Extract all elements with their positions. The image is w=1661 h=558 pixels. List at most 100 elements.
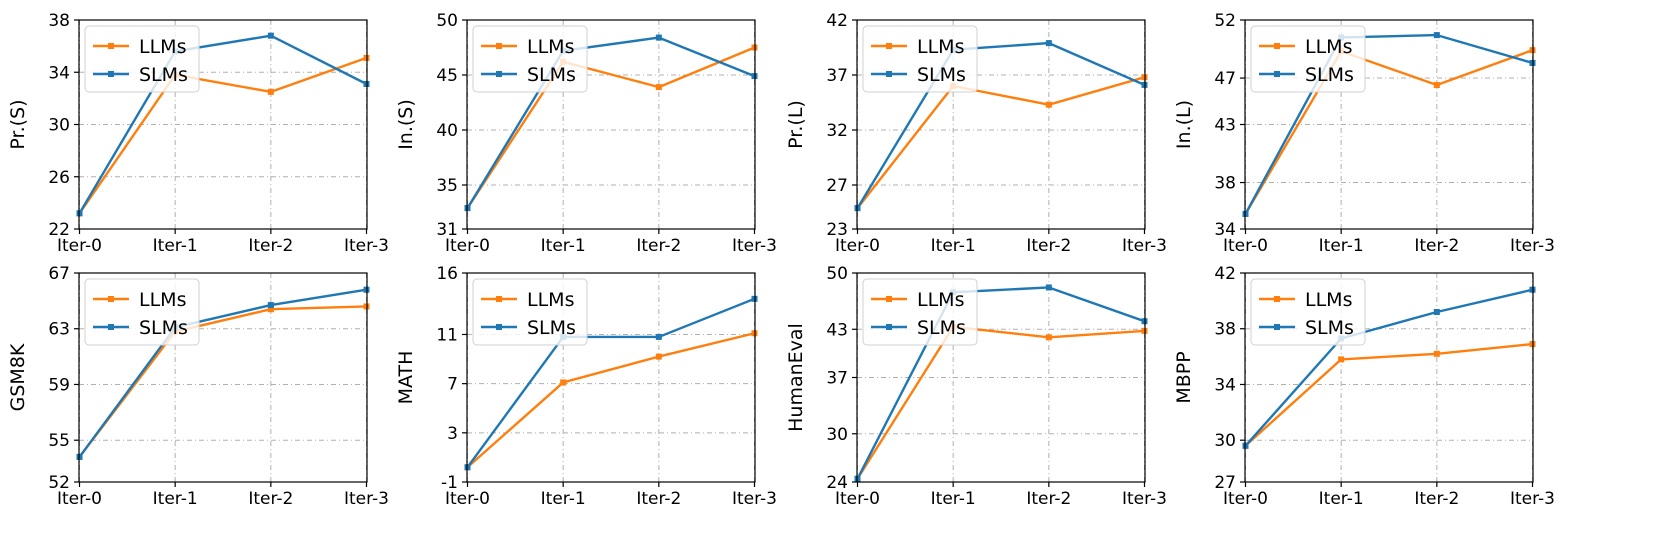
- legend-label-llms: LLMs: [917, 289, 964, 311]
- y-axis-label: In.(S): [395, 99, 417, 150]
- y-tick-label: 40: [436, 121, 458, 141]
- legend-marker-slms: [496, 71, 502, 77]
- legend-marker-llms: [886, 296, 892, 302]
- y-tick-label: 26: [48, 168, 70, 188]
- x-tick-label: Iter-2: [1026, 489, 1071, 509]
- x-tick-label: Iter-0: [835, 489, 880, 509]
- y-tick-label: 38: [1214, 320, 1236, 340]
- legend-marker-slms: [886, 71, 892, 77]
- x-tick-label: Iter-3: [1122, 236, 1167, 256]
- legend-marker-slms: [886, 324, 892, 330]
- legend-label-slms: SLMs: [917, 64, 966, 86]
- y-tick-label: 50: [826, 264, 848, 284]
- legend-label-llms: LLMs: [1305, 36, 1352, 58]
- legend: LLMs SLMs: [862, 278, 978, 346]
- y-tick-label: 30: [48, 116, 70, 136]
- y-tick-label: 55: [48, 431, 70, 451]
- legend-marker-llms: [496, 296, 502, 302]
- y-tick-label: 38: [1214, 174, 1236, 194]
- panel-gsm8k: Iter-0 Iter-1 Iter-2 Iter-3 52 55 59 63 67 GSM8K L…: [7, 264, 389, 509]
- data-point-llms: [1045, 334, 1052, 341]
- legend: LLMs SLMs: [1250, 278, 1366, 346]
- y-tick-label: 11: [436, 325, 458, 345]
- x-tick-label: Iter-0: [445, 236, 490, 256]
- y-tick-label: 27: [826, 176, 848, 196]
- series-line-llms: [1244, 342, 1533, 447]
- x-tick-label: Iter-0: [835, 236, 880, 256]
- panel-math: Iter-0 Iter-1 Iter-2 Iter-3 -1 3 7 11 16 MATH LLMs…: [395, 264, 777, 509]
- series-line-slms: [466, 297, 755, 468]
- legend-marker-llms: [1274, 296, 1280, 302]
- y-axis-label: In.(L): [1173, 100, 1195, 149]
- x-tick-label: Iter-2: [636, 236, 681, 256]
- x-tick-label: Iter-1: [931, 489, 976, 509]
- legend-label-slms: SLMs: [917, 317, 966, 339]
- y-tick-label: 3: [447, 424, 458, 444]
- series-line-llms: [856, 76, 1145, 209]
- y-axis-label: Pr.(S): [7, 99, 29, 149]
- x-tick-label: Iter-3: [344, 236, 389, 256]
- panel-in-s: Iter-0 Iter-1 Iter-2 Iter-3 31 35 40 45 50 In.(S)…: [395, 11, 777, 256]
- legend-marker-slms: [108, 71, 114, 77]
- x-tick-label: Iter-1: [153, 236, 198, 256]
- x-tick-label: Iter-1: [541, 489, 586, 509]
- data-point-slms: [1045, 40, 1052, 47]
- plot-frame: [856, 19, 1146, 230]
- data-point-slms: [1045, 284, 1052, 291]
- legend-label-slms: SLMs: [1305, 317, 1354, 339]
- y-tick-label: 34: [1214, 375, 1236, 395]
- y-tick-label: 16: [436, 264, 458, 284]
- y-tick-label: 37: [826, 66, 848, 86]
- y-tick-label: 45: [436, 66, 458, 86]
- y-tick-label: 35: [436, 176, 458, 196]
- data-point-slms: [267, 302, 274, 309]
- data-point-llms: [560, 379, 567, 386]
- panel-in-l: Iter-0 Iter-1 Iter-2 Iter-3 34 38 43 47 52 In.(L)…: [1173, 11, 1555, 256]
- series-line-slms: [1244, 288, 1533, 447]
- panel-humaneval: Iter-0 Iter-1 Iter-2 Iter-3 24 30 37 43 50 HumanE…: [785, 264, 1167, 509]
- y-tick-label: 37: [826, 369, 848, 389]
- y-tick-label: 24: [826, 473, 848, 493]
- series-line-llms: [78, 56, 367, 215]
- data-point-llms: [1433, 82, 1440, 89]
- y-tick-label: 22: [48, 220, 70, 240]
- series-line-llms: [466, 332, 755, 469]
- data-point-slms: [1433, 309, 1440, 316]
- data-point-slms: [1433, 32, 1440, 39]
- legend: LLMs SLMs: [862, 25, 978, 93]
- x-tick-label: Iter-1: [931, 236, 976, 256]
- y-tick-label: 43: [1214, 116, 1236, 136]
- series-line-slms: [1244, 33, 1533, 215]
- data-point-slms: [655, 34, 662, 41]
- y-tick-label: 42: [1214, 264, 1236, 284]
- data-point-slms: [267, 32, 274, 39]
- plot-frame: [466, 19, 756, 230]
- legend-marker-llms: [108, 296, 114, 302]
- y-tick-label: 30: [1214, 431, 1236, 451]
- legend-label-llms: LLMs: [139, 36, 186, 58]
- data-point-llms: [267, 306, 274, 313]
- x-tick-label: Iter-0: [1223, 236, 1268, 256]
- data-point-llms: [655, 353, 662, 360]
- y-tick-label: 7: [447, 375, 458, 395]
- x-tick-label: Iter-2: [1026, 236, 1071, 256]
- y-tick-label: 27: [1214, 473, 1236, 493]
- y-tick-label: 34: [48, 63, 70, 83]
- series-line-llms: [78, 305, 367, 458]
- data-point-llms: [655, 84, 662, 91]
- x-tick-label: Iter-2: [636, 489, 681, 509]
- x-tick-label: Iter-1: [153, 489, 198, 509]
- legend-label-slms: SLMs: [1305, 64, 1354, 86]
- y-tick-label: 34: [1214, 220, 1236, 240]
- x-tick-label: Iter-3: [1122, 489, 1167, 509]
- series-line-llms: [1244, 49, 1533, 215]
- x-tick-label: Iter-3: [732, 489, 777, 509]
- plot-frame: [78, 272, 368, 483]
- y-tick-label: 59: [48, 375, 70, 395]
- legend: LLMs SLMs: [1250, 25, 1366, 93]
- panel-pr-l: Iter-0 Iter-1 Iter-2 Iter-3 23 27 32 37 42 Pr.(L)…: [785, 11, 1167, 256]
- y-axis-label: MBPP: [1173, 351, 1195, 403]
- x-tick-label: Iter-2: [1414, 489, 1459, 509]
